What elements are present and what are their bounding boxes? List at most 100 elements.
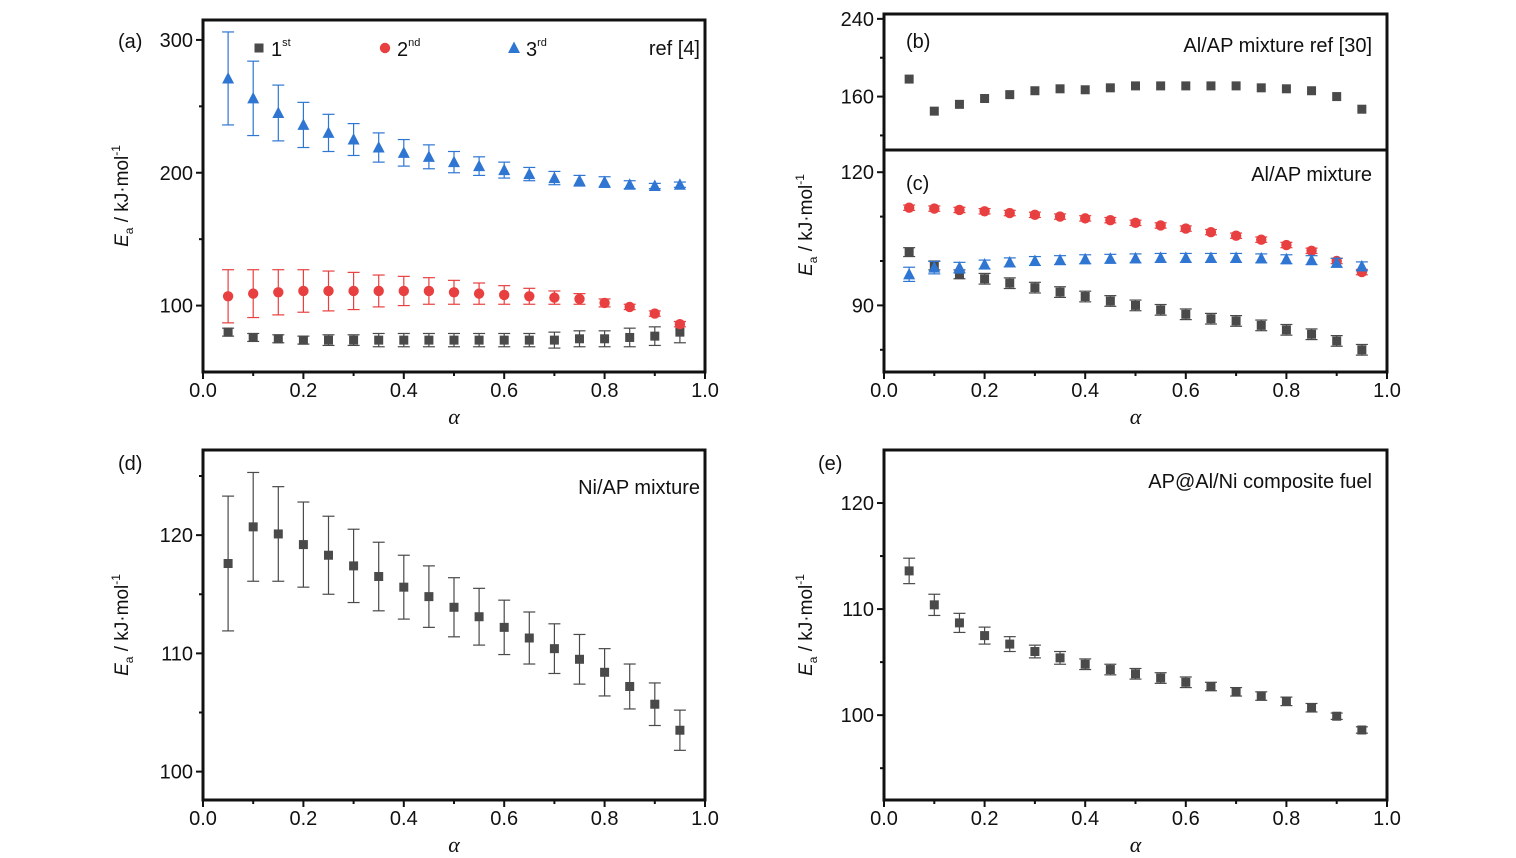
data-point <box>1332 336 1342 346</box>
y-title-subscript: a <box>806 256 820 263</box>
data-point <box>1256 83 1266 93</box>
legend-item: 1st <box>254 37 291 61</box>
data-point <box>1156 673 1166 683</box>
data-point <box>374 572 384 582</box>
y-tick-label: 110 <box>842 599 874 621</box>
data-point <box>1255 251 1268 264</box>
data-point <box>1080 292 1090 302</box>
data-point <box>473 288 485 299</box>
data-point <box>322 126 335 138</box>
data-point <box>1155 220 1166 231</box>
data-point <box>1105 214 1116 226</box>
y-title-symbol: E <box>796 263 817 276</box>
legend-marker <box>254 43 264 53</box>
data-point <box>1156 81 1166 91</box>
data-point <box>1281 696 1291 706</box>
data-point <box>323 285 334 297</box>
data-point <box>1129 251 1142 264</box>
data-point <box>1180 223 1192 234</box>
y-tick-label: 160 <box>841 87 874 109</box>
data-point <box>273 287 284 298</box>
data-point <box>499 289 510 301</box>
data-point <box>1357 725 1367 735</box>
x-axis-title: α <box>1130 832 1142 857</box>
data-point <box>929 203 940 214</box>
data-point <box>1055 653 1065 663</box>
y-title-units: / kJ·mol <box>796 585 817 657</box>
legend-label: 2nd <box>397 37 420 61</box>
data-point <box>549 335 559 345</box>
data-point <box>600 667 610 677</box>
data-point <box>1179 251 1192 263</box>
data-point <box>298 540 308 550</box>
series-3 <box>222 31 686 192</box>
y-title-superscript: -1 <box>109 145 123 156</box>
y-title-subscript: a <box>122 656 136 663</box>
data-point <box>1181 81 1191 91</box>
legend-label-number: 1 <box>271 39 282 61</box>
y-tick-label: 100 <box>160 762 193 784</box>
data-point <box>954 618 964 628</box>
data-point <box>349 335 359 345</box>
panel-d: 100 110 120 0.0 0.2 0.4 0.6 0.8 1.0 α (d) Ni/AP mix… <box>109 448 719 857</box>
data-point <box>1131 300 1140 310</box>
data-point <box>1206 682 1216 692</box>
data-point <box>1005 639 1015 649</box>
data-point <box>1206 314 1216 324</box>
data-point <box>1206 81 1216 91</box>
data-point <box>979 206 990 217</box>
y-tick-label: 110 <box>161 643 193 665</box>
data-point <box>1030 283 1040 293</box>
data-point <box>272 106 285 118</box>
x-tick-label: 0.4 <box>1071 380 1099 402</box>
data-point <box>549 644 559 654</box>
data-point <box>248 288 259 299</box>
data-point <box>1281 84 1291 94</box>
data-point <box>929 600 939 610</box>
data-point <box>248 332 258 342</box>
data-point <box>1205 226 1217 238</box>
data-point <box>1307 329 1317 339</box>
x-axis-title: α <box>1130 404 1142 429</box>
y-title-superscript: -1 <box>793 574 807 585</box>
y-title-symbol: E <box>112 663 133 676</box>
panel-letter: (e) <box>818 453 842 475</box>
data-point <box>904 566 914 576</box>
data-point <box>903 267 916 280</box>
data-point <box>1230 251 1243 263</box>
data-point <box>1306 245 1317 256</box>
x-tick-label: 0.2 <box>289 380 317 402</box>
data-point <box>1005 278 1015 288</box>
y-tick-label: 120 <box>841 162 874 184</box>
data-point <box>1281 325 1291 335</box>
data-point <box>347 133 360 145</box>
series-1 <box>903 557 1368 735</box>
data-point <box>1204 251 1217 263</box>
data-point <box>1055 287 1065 297</box>
legend-marker <box>508 41 520 53</box>
data-point <box>673 178 686 190</box>
data-point <box>625 681 635 691</box>
x-tick-label: 0.0 <box>870 808 898 830</box>
data-point <box>1181 677 1191 687</box>
series-3 <box>903 251 1368 283</box>
data-point <box>675 327 685 337</box>
data-point <box>449 335 459 345</box>
data-point <box>1055 84 1065 94</box>
data-point <box>980 94 990 104</box>
data-point <box>1054 253 1067 266</box>
panel-letter: (c) <box>906 173 929 195</box>
panel-e: 100 110 120 0.0 0.2 0.4 0.6 0.8 1.0 α (e) AP@Al/Ni … <box>793 448 1401 857</box>
data-point <box>222 71 235 84</box>
data-point <box>348 285 359 297</box>
data-point <box>399 582 409 592</box>
legend-item: 3rd <box>508 37 547 61</box>
data-point <box>929 106 939 116</box>
x-tick-label: 0.6 <box>490 380 518 402</box>
data-point <box>298 285 309 297</box>
data-point <box>1231 687 1241 697</box>
y-title-units: / kJ·mol <box>112 156 133 228</box>
legend-item: 2nd <box>379 37 420 61</box>
data-point <box>473 159 486 172</box>
data-point <box>600 334 610 344</box>
